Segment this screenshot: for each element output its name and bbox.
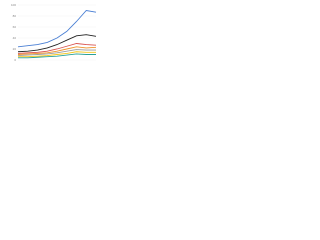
y-tick-label: 100 — [11, 3, 16, 7]
series-line — [18, 51, 96, 58]
y-tick-label: 80 — [13, 14, 17, 18]
series-line — [18, 53, 96, 59]
series-line — [17, 10, 97, 48]
y-tick-label: 60 — [13, 25, 17, 29]
series-line — [17, 49, 96, 57]
page: {"chart_data": {"type": "line", "categor… — [0, 0, 100, 71]
y-tick-label: 20 — [13, 47, 17, 51]
series-line — [17, 34, 97, 53]
y-tick-label: 40 — [13, 36, 17, 40]
series-line — [17, 43, 97, 54]
series-line — [17, 46, 97, 55]
chart: 0 20 40 60 80 100 — [11, 3, 97, 62]
y-tick-label: 0 — [14, 58, 16, 62]
